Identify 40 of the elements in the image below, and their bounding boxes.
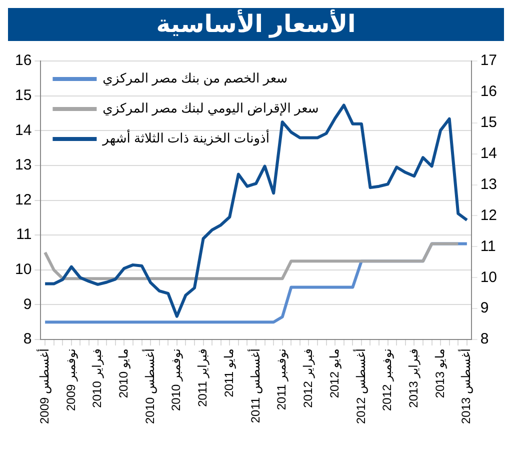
y2-tick-label: 14 <box>480 144 498 162</box>
x-tick-label: فبراير 2011 <box>196 348 210 407</box>
y-tick-label: 9 <box>23 296 32 313</box>
x-tick-label: أغسطس 2012 <box>352 348 368 424</box>
x-tick-label: مايو 2012 <box>327 348 342 398</box>
y-tick-label: 13 <box>14 156 32 174</box>
y2-tick-label: 11 <box>480 238 496 255</box>
y-tick-label: 10 <box>14 261 32 278</box>
y2-tick-label: 8 <box>480 330 489 348</box>
y-tick-label: 12 <box>14 191 32 208</box>
x-tick-label: مايو 2011 <box>222 348 236 398</box>
x-tick-label: أغسطس 2009 <box>36 348 52 424</box>
y-tick-label: 16 <box>14 52 32 70</box>
x-tick-label: مايو 2010 <box>116 348 130 398</box>
y-tick-label: 15 <box>14 86 32 104</box>
x-tick-label: مايو 2013 <box>432 348 447 398</box>
x-tick-label: أغسطس 2013 <box>458 348 474 424</box>
x-tick-label: أغسطس 2010 <box>142 348 157 424</box>
legend-label: أذونات الخزينة ذات الثلاثة أشهر <box>102 130 270 147</box>
y2-tick-label: 17 <box>480 52 498 70</box>
x-tick-label: فبراير 2012 <box>301 348 316 408</box>
y2-tick-label: 12 <box>480 206 498 224</box>
x-tick-label: نوفمبر 2012 <box>380 348 394 412</box>
legend-label: سعر الإقراض اليومي لبنك مصر المركزي <box>102 100 319 117</box>
y2-tick-label: 16 <box>480 83 498 100</box>
chart-title: الأسعار الأساسية <box>8 8 504 41</box>
y2-tick-label: 9 <box>480 300 489 317</box>
y-tick-label: 11 <box>16 226 32 244</box>
y-tick-label: 8 <box>23 330 32 348</box>
x-tick-label: نوفمبر 2009 <box>64 348 78 412</box>
y2-tick-label: 10 <box>480 268 498 286</box>
y2-tick-label: 15 <box>480 114 498 132</box>
x-tick-label: نوفمبر 2011 <box>274 348 289 410</box>
x-tick-label: فبراير 2013 <box>406 348 421 408</box>
legend-label: سعر الخصم من بنك مصر المركزي <box>102 70 288 87</box>
y-tick-label: 14 <box>14 122 32 139</box>
x-tick-label: نوفمبر 2010 <box>169 348 184 412</box>
x-tick-label: أغسطس 2011 <box>247 348 262 424</box>
y2-tick-label: 13 <box>480 176 498 193</box>
x-tick-label: فبراير 2010 <box>90 348 104 408</box>
